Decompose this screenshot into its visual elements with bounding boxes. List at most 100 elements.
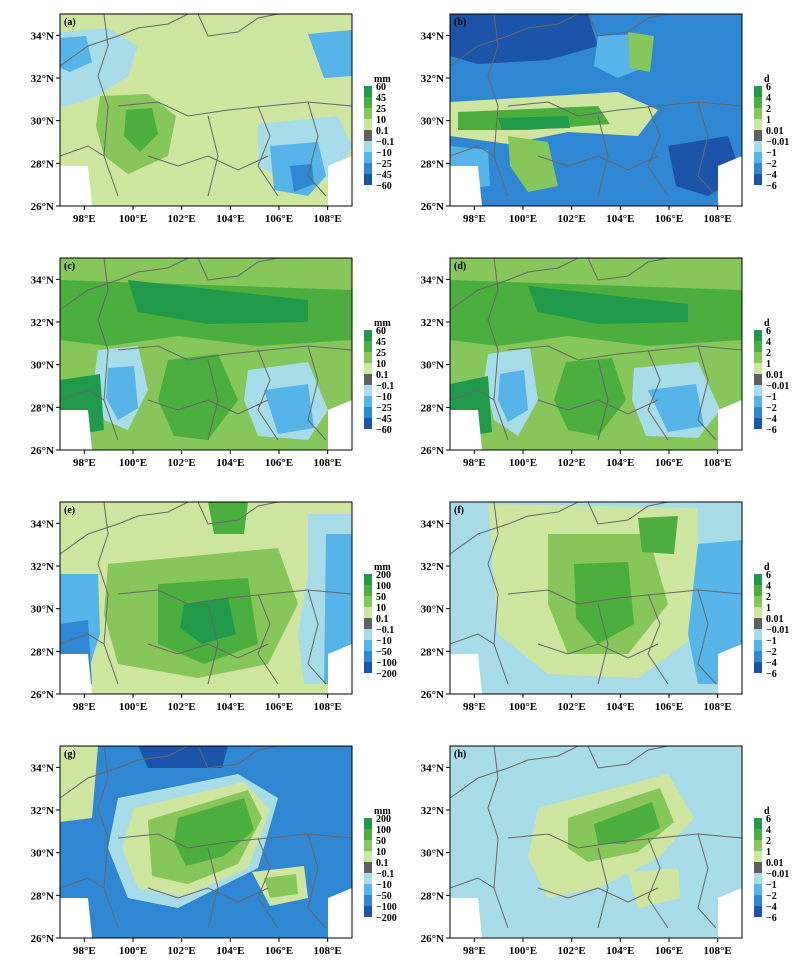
lon-label: 104°E bbox=[606, 457, 634, 469]
lon-label: 108°E bbox=[704, 945, 732, 957]
colorbar-label: −100 bbox=[376, 902, 397, 913]
panel-label: (e) bbox=[64, 505, 75, 516]
colorbar-swatch bbox=[364, 363, 372, 374]
map-frame bbox=[59, 257, 353, 451]
lon-label: 98°E bbox=[463, 701, 486, 713]
lon-label: 106°E bbox=[265, 701, 293, 713]
colorbar-unit: d bbox=[764, 562, 770, 573]
boundary-line bbox=[537, 399, 659, 415]
panel-label: (h) bbox=[454, 749, 466, 760]
boundary-line bbox=[147, 643, 269, 659]
colorbar-swatch bbox=[754, 97, 762, 108]
boundary-line bbox=[147, 155, 269, 171]
colorbar-swatch bbox=[754, 418, 762, 429]
colorbar-label: 0.1 bbox=[376, 614, 389, 625]
colorbar-label: 0.1 bbox=[376, 858, 389, 869]
colorbar-label: 0.01 bbox=[766, 126, 784, 137]
lat-label: 30°N bbox=[31, 116, 54, 128]
boundary-line bbox=[60, 389, 105, 401]
colorbar-label: −6 bbox=[766, 913, 777, 924]
colorbar-swatch bbox=[364, 385, 372, 396]
colorbar-swatch bbox=[364, 352, 372, 363]
colorbar-label: −0.01 bbox=[766, 137, 789, 148]
colorbar-label: −100 bbox=[376, 658, 397, 669]
lat-label: 26°N bbox=[31, 933, 54, 945]
colorbar-swatch bbox=[364, 862, 372, 873]
lon-label: 98°E bbox=[73, 945, 96, 957]
colorbar-label: 4 bbox=[766, 825, 771, 836]
lon-label: 100°E bbox=[509, 701, 537, 713]
colorbar-swatch bbox=[364, 851, 372, 862]
colorbar-swatch bbox=[754, 108, 762, 119]
missing-area bbox=[718, 156, 742, 206]
boundary-line bbox=[450, 746, 579, 799]
lat-label: 30°N bbox=[31, 360, 54, 372]
boundary-line bbox=[97, 14, 119, 197]
map-panel-a: (a) 34°N 32°N 30°N 28°N 26°N 98°E 100°E 102°E 104… bbox=[8, 6, 398, 246]
lon-label: 108°E bbox=[704, 457, 732, 469]
lon-label: 98°E bbox=[463, 945, 486, 957]
lon-label: 102°E bbox=[168, 945, 196, 957]
missing-area bbox=[450, 654, 482, 694]
colorbar-swatch bbox=[364, 651, 372, 662]
colorbar-swatch bbox=[754, 629, 762, 640]
colorbar-label: −1 bbox=[766, 148, 777, 159]
colorbar-swatch bbox=[364, 418, 372, 429]
colorbar-swatch bbox=[754, 141, 762, 152]
boundary-line bbox=[147, 887, 269, 903]
colorbar-label: 50 bbox=[376, 592, 386, 603]
lat-label: 34°N bbox=[421, 274, 444, 286]
boundary-line bbox=[60, 877, 105, 889]
lat-label: 26°N bbox=[421, 445, 444, 457]
colorbar-label: −25 bbox=[376, 403, 392, 414]
colorbar-swatch bbox=[754, 884, 762, 895]
contour-region bbox=[498, 370, 528, 422]
lon-label: 108°E bbox=[314, 701, 342, 713]
boundary-line bbox=[257, 837, 279, 929]
colorbar-label: −60 bbox=[376, 181, 392, 192]
map-a: (a)34°N32°N30°N28°N26°N98°E 100°E 102°E 104… bbox=[31, 13, 394, 225]
lat-label: 34°N bbox=[31, 762, 54, 774]
colorbar-label: 0.1 bbox=[376, 370, 389, 381]
colorbar-swatch bbox=[364, 640, 372, 651]
colorbar-swatch bbox=[364, 585, 372, 596]
contour-region bbox=[528, 286, 688, 324]
panel-label: (a) bbox=[64, 17, 76, 28]
boundary-line bbox=[257, 349, 279, 441]
colorbar-swatch bbox=[754, 163, 762, 174]
lon-label: 104°E bbox=[606, 213, 634, 225]
contour-region bbox=[290, 164, 314, 192]
lat-label: 30°N bbox=[31, 604, 54, 616]
map-f: (f) 34°N 32°N 30°N 28°N 26°N 98°E 100°E 102°E 104… bbox=[421, 501, 789, 713]
lon-label: 106°E bbox=[655, 457, 683, 469]
boundary-line bbox=[647, 837, 669, 929]
contour-region bbox=[138, 746, 228, 768]
lat-label: 34°N bbox=[31, 274, 54, 286]
lon-label: 104°E bbox=[606, 701, 634, 713]
contour-region bbox=[628, 868, 680, 908]
colorbar-label: −0.01 bbox=[766, 625, 789, 636]
map-frame bbox=[449, 257, 743, 451]
contour-region bbox=[324, 534, 352, 684]
boundary-line bbox=[60, 14, 189, 67]
colorbar-swatch bbox=[364, 629, 372, 640]
colorbar-label: 10 bbox=[376, 847, 386, 858]
colorbar-unit: d bbox=[764, 806, 770, 817]
colorbar-swatch bbox=[754, 818, 762, 829]
colorbar-swatch bbox=[364, 374, 372, 385]
lat-label: 26°N bbox=[421, 689, 444, 701]
boundary-line bbox=[307, 589, 327, 685]
colorbar-label: −45 bbox=[376, 170, 392, 181]
boundary-line bbox=[487, 746, 509, 929]
boundary-line bbox=[537, 155, 659, 171]
boundary-line bbox=[487, 14, 509, 197]
colorbar-swatch bbox=[754, 662, 762, 673]
boundary-line bbox=[697, 589, 717, 685]
lat-label: 26°N bbox=[421, 933, 444, 945]
colorbar-unit: d bbox=[764, 74, 770, 85]
colorbar-label: −4 bbox=[766, 170, 777, 181]
